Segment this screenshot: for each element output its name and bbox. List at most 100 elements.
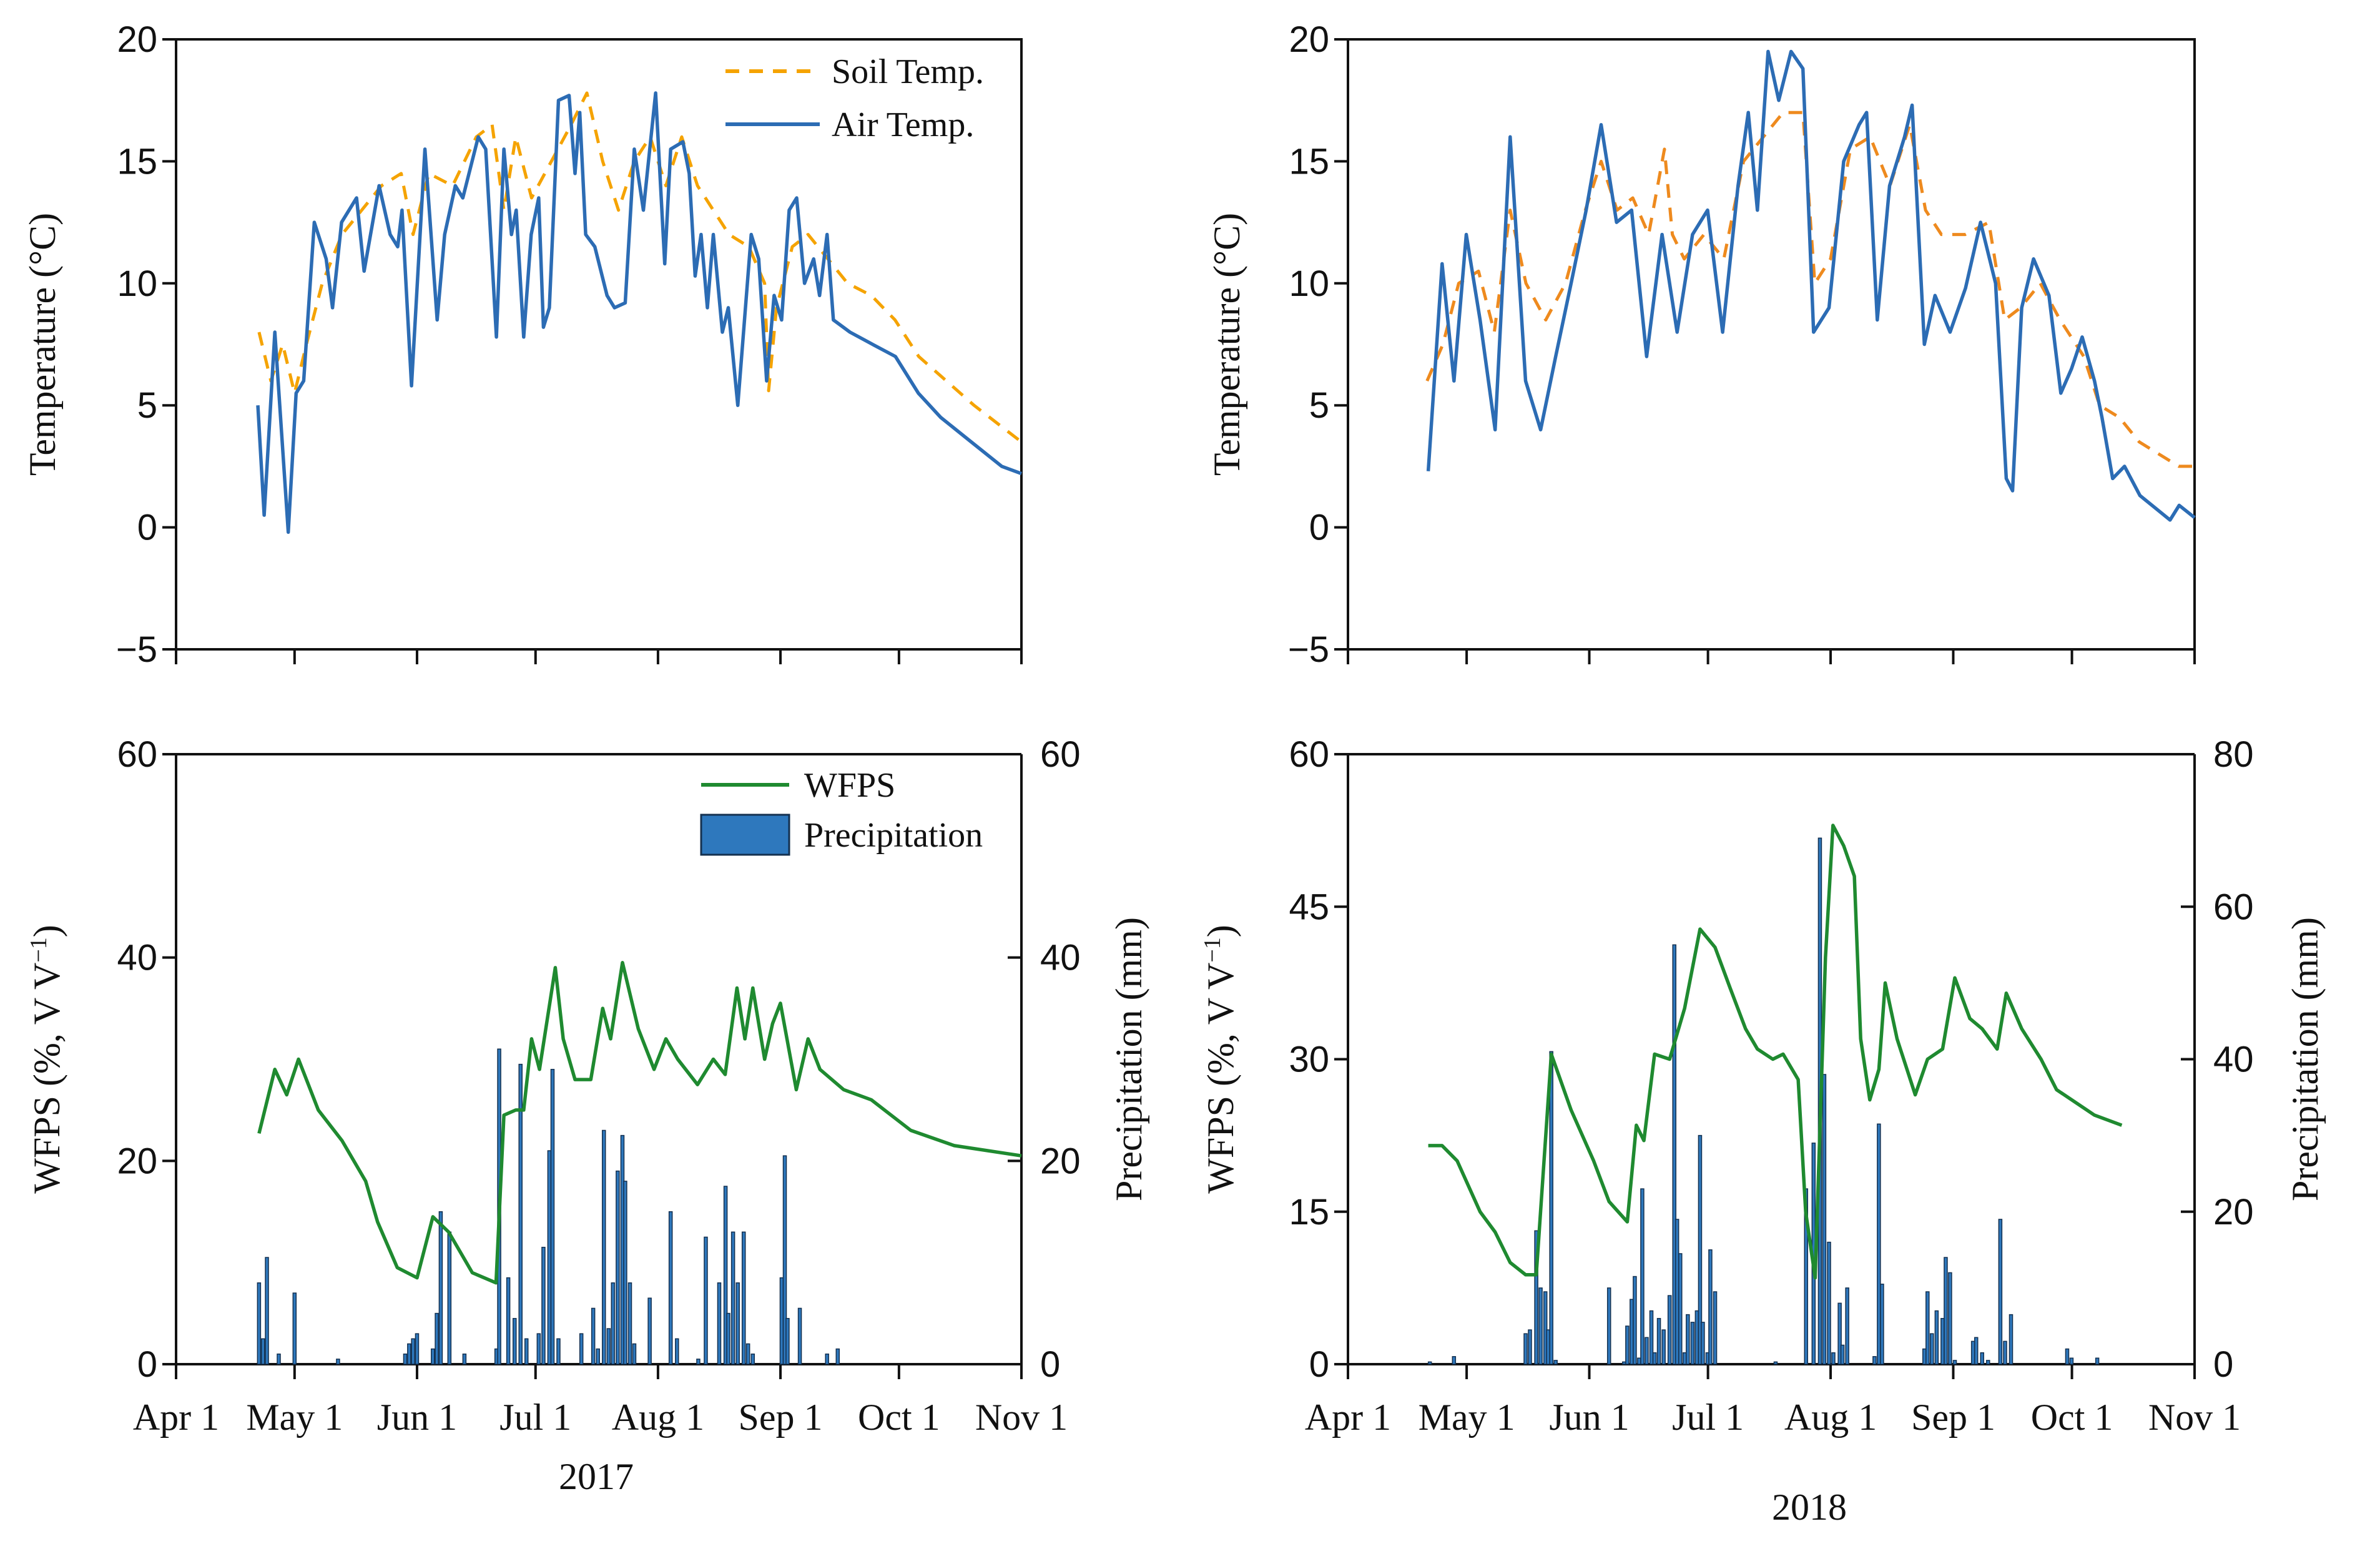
- x-tick-label: Nov 1: [975, 1397, 1068, 1438]
- soil-temp-line: [1425, 111, 2195, 468]
- precipitation-bar: [524, 1338, 529, 1365]
- y-axis-label-suffix: ): [1200, 925, 1241, 937]
- right-y-tick-label: 60: [1040, 734, 1081, 775]
- x-tick-label: Jul 1: [1672, 1397, 1744, 1438]
- year-label: 2017: [559, 1456, 634, 1497]
- x-tick-label: May 1: [246, 1397, 343, 1438]
- y-tick-label: 10: [1289, 263, 1329, 304]
- legend-air-label: Air Temp.: [832, 106, 974, 144]
- right-y-tick-label: 40: [2213, 1040, 2254, 1080]
- x-tick-label: Oct 1: [858, 1397, 940, 1438]
- precipitation-bar: [668, 1211, 673, 1365]
- precipitation-bar: [797, 1307, 802, 1365]
- precipitation-bar: [1667, 1295, 1672, 1365]
- precipitation-bar: [1549, 1051, 1553, 1365]
- x-tick-label: Apr 1: [133, 1397, 219, 1438]
- precipitation-bar: [1661, 1329, 1666, 1365]
- precipitation-bar: [431, 1348, 435, 1365]
- precipitation-bar: [1625, 1325, 1630, 1365]
- precipitation-bar: [627, 1282, 632, 1365]
- precipitation-bar: [1944, 1257, 1948, 1365]
- y-axis-label-superscript: −1: [1199, 937, 1226, 962]
- precipitation-bar: [506, 1277, 511, 1365]
- precipitation-bar: [1546, 1329, 1550, 1365]
- precipitation-bar: [1934, 1310, 1939, 1365]
- precipitation-bar: [611, 1282, 616, 1365]
- precipitation-bar: [1672, 944, 1677, 1365]
- panel-temperature-2018: −5 0 5 10 15 20 Temperature (°C): [1206, 19, 2196, 670]
- precipitation-bar: [1985, 1360, 1990, 1365]
- right-y-tick-label: 80: [2213, 734, 2254, 775]
- right-y-tick-label: 0: [1040, 1344, 1060, 1385]
- y-tick-label: 15: [117, 141, 157, 182]
- wfps-line: [1428, 824, 2123, 1280]
- y-tick-label: 10: [117, 263, 157, 304]
- precipitation-bar: [596, 1348, 600, 1365]
- precipitation-bar: [730, 1231, 735, 1365]
- year-label: 2018: [1772, 1487, 1847, 1528]
- precipitation-bar: [336, 1359, 340, 1365]
- plot-frame: [1347, 38, 2196, 651]
- y-tick-label: 5: [137, 385, 157, 426]
- precipitation-bar: [1708, 1249, 1713, 1365]
- precipitation-bar: [1534, 1230, 1538, 1365]
- precipitation-bar: [435, 1312, 439, 1365]
- precipitation-bar: [1633, 1276, 1637, 1365]
- x-tick-label: Sep 1: [1911, 1397, 1995, 1438]
- y-tick-label: 45: [1289, 887, 1329, 927]
- precipitation-bar: [606, 1328, 611, 1365]
- precipitation-bar: [2009, 1314, 2014, 1365]
- precipitation-bar: [717, 1282, 722, 1365]
- precipitation-bar: [1827, 1241, 1831, 1365]
- y-tick-label: 40: [117, 938, 157, 978]
- precipitation-bar: [1940, 1317, 1945, 1365]
- x-tick-label: Jul 1: [499, 1397, 571, 1438]
- panel-temperature-2017: −5 0 5 10 15 20 Temperature (°C) Soil Temp. Air …: [22, 19, 1023, 670]
- panel-wfps-precip-2018: 0 15 30 45 60 Apr 1 May 1 Jun 1 Jul 1 Aug 1 Sep 1 O…: [1199, 734, 2326, 1528]
- x-tick-label: Aug 1: [612, 1397, 704, 1438]
- precipitation-bar: [735, 1282, 740, 1365]
- y-axis-label-superscript: −1: [26, 937, 52, 962]
- legend-soil-label: Soil Temp.: [832, 52, 984, 91]
- y-axis-label: Temperature (°C): [22, 213, 63, 476]
- precipitation-bar: [835, 1348, 840, 1365]
- x-tick-label: Jun 1: [1549, 1397, 1629, 1438]
- precipitation-bar: [675, 1338, 679, 1365]
- precipitation-bar: [750, 1353, 755, 1365]
- precipitation-bar: [1538, 1287, 1543, 1365]
- precipitation-bar: [1845, 1287, 1849, 1365]
- precipitation-bar: [462, 1353, 467, 1365]
- precipitation-bar: [403, 1353, 408, 1365]
- precipitation-bar: [407, 1343, 411, 1365]
- precipitation-bar: [292, 1292, 297, 1365]
- precipitation-bar: [623, 1181, 627, 1365]
- y-tick-label: 60: [1289, 734, 1329, 775]
- y-tick-label: 0: [137, 508, 157, 548]
- precipitation-bar: [616, 1170, 620, 1365]
- y-axis-label-suffix: ): [26, 925, 67, 937]
- y-tick-label: 15: [1289, 1192, 1329, 1232]
- precipitation-bar: [1686, 1314, 1690, 1365]
- wfps-line: [257, 961, 1022, 1285]
- y-tick-label: −5: [116, 629, 157, 670]
- precipitation-bar: [745, 1343, 750, 1365]
- x-tick-label: Jun 1: [377, 1397, 457, 1438]
- precipitation-bar: [579, 1333, 584, 1365]
- precipitation-bar: [1970, 1340, 1975, 1365]
- precipitation-bar: [1698, 1134, 1703, 1365]
- precipitation-bar: [2069, 1357, 2074, 1365]
- precipitation-bar: [1880, 1284, 1884, 1365]
- y-tick-label: 5: [1309, 385, 1329, 426]
- right-y-tick-label: 60: [2213, 887, 2254, 927]
- precipitation-bar: [1974, 1337, 1979, 1365]
- precipitation-bar: [726, 1312, 730, 1365]
- precipitation-bar: [1640, 1188, 1645, 1365]
- precipitation-bar: [1837, 1302, 1842, 1365]
- right-y-tick-label: 20: [1040, 1141, 1081, 1181]
- precipitation-bar: [447, 1231, 452, 1365]
- precipitation-bar: [1452, 1356, 1457, 1365]
- air-temp-line: [256, 91, 1022, 534]
- plot-frame: [175, 38, 1023, 651]
- y-tick-label: −5: [1288, 629, 1329, 670]
